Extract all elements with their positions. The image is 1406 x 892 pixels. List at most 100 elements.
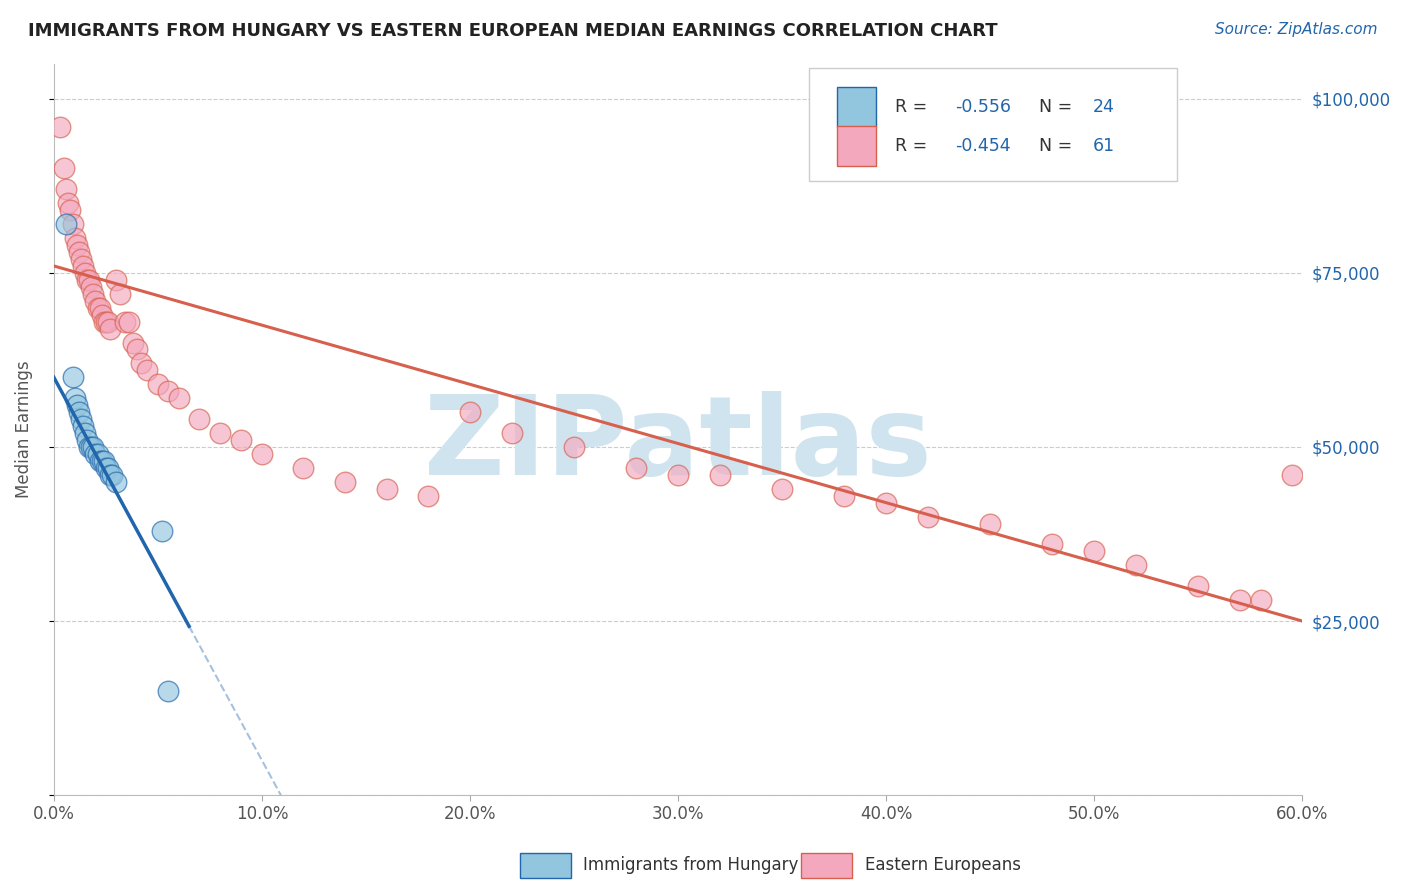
Point <box>67 405 90 419</box>
Point <box>1083 544 1105 558</box>
Text: N =: N = <box>1039 97 1077 116</box>
Point <box>84 447 107 461</box>
Point <box>66 238 89 252</box>
Point <box>1229 593 1251 607</box>
Point <box>72 419 94 434</box>
Point <box>73 425 96 440</box>
Point <box>80 440 103 454</box>
Point <box>229 433 252 447</box>
Point <box>73 266 96 280</box>
Point <box>80 280 103 294</box>
Text: IMMIGRANTS FROM HUNGARY VS EASTERN EUROPEAN MEDIAN EARNINGS CORRELATION CHART: IMMIGRANTS FROM HUNGARY VS EASTERN EUROP… <box>28 22 998 40</box>
Point <box>94 460 117 475</box>
Point <box>375 482 398 496</box>
Point <box>63 231 86 245</box>
Point <box>49 120 72 134</box>
Point <box>86 301 108 315</box>
Point <box>66 398 89 412</box>
Point <box>1125 558 1147 573</box>
Point <box>84 293 107 308</box>
Point <box>146 377 169 392</box>
Point <box>157 683 180 698</box>
Point <box>105 273 128 287</box>
Point <box>86 447 108 461</box>
Text: R =: R = <box>896 137 934 155</box>
Text: 24: 24 <box>1092 97 1115 116</box>
Text: 61: 61 <box>1092 137 1115 155</box>
Point <box>98 321 121 335</box>
Point <box>70 412 93 426</box>
Point <box>105 475 128 489</box>
Point <box>770 482 793 496</box>
Point <box>97 460 120 475</box>
Point <box>82 286 104 301</box>
Point <box>118 315 141 329</box>
Point <box>72 259 94 273</box>
Point <box>209 425 232 440</box>
Point <box>93 315 115 329</box>
Point <box>458 405 481 419</box>
Point <box>110 286 132 301</box>
Point <box>77 273 100 287</box>
Point <box>1187 579 1209 593</box>
Text: -0.454: -0.454 <box>955 137 1011 155</box>
Point <box>333 475 356 489</box>
Point <box>418 489 440 503</box>
Text: ZIPatlas: ZIPatlas <box>425 391 932 498</box>
Point <box>292 460 315 475</box>
Y-axis label: Median Earnings: Median Earnings <box>15 360 32 499</box>
Point <box>90 308 112 322</box>
Point <box>89 301 111 315</box>
Point <box>70 252 93 266</box>
Text: Immigrants from Hungary: Immigrants from Hungary <box>583 856 799 874</box>
Point <box>55 217 77 231</box>
Point <box>875 496 897 510</box>
Text: N =: N = <box>1039 137 1077 155</box>
Point <box>77 440 100 454</box>
Point <box>136 363 159 377</box>
Point <box>501 425 523 440</box>
Point <box>53 161 76 176</box>
Point <box>666 467 689 482</box>
Point <box>94 315 117 329</box>
Point <box>93 454 115 468</box>
Point <box>76 433 98 447</box>
Point <box>97 315 120 329</box>
Point <box>82 440 104 454</box>
Point <box>157 384 180 399</box>
Point <box>89 454 111 468</box>
Point <box>62 370 84 384</box>
Text: -0.556: -0.556 <box>955 97 1011 116</box>
Point <box>188 412 211 426</box>
Text: R =: R = <box>896 97 934 116</box>
Point <box>58 196 80 211</box>
Point <box>63 391 86 405</box>
Point <box>626 460 648 475</box>
Point <box>62 217 84 231</box>
Point <box>1250 593 1272 607</box>
Point <box>122 335 145 350</box>
Point <box>125 343 148 357</box>
Point <box>67 245 90 260</box>
Point <box>167 391 190 405</box>
Point <box>917 509 939 524</box>
Point <box>76 273 98 287</box>
Point <box>101 467 124 482</box>
Point <box>59 203 82 218</box>
Point <box>709 467 731 482</box>
Bar <box>837 87 876 127</box>
Point <box>834 489 856 503</box>
Point <box>250 447 273 461</box>
Point <box>98 467 121 482</box>
Point <box>55 182 77 196</box>
Point <box>150 524 173 538</box>
Text: Eastern Europeans: Eastern Europeans <box>865 856 1021 874</box>
Text: Source: ZipAtlas.com: Source: ZipAtlas.com <box>1215 22 1378 37</box>
Point <box>562 440 585 454</box>
FancyBboxPatch shape <box>808 68 1177 181</box>
Point <box>129 356 152 370</box>
Point <box>979 516 1001 531</box>
Point <box>90 454 112 468</box>
Point <box>1281 467 1303 482</box>
Point <box>1042 537 1064 551</box>
